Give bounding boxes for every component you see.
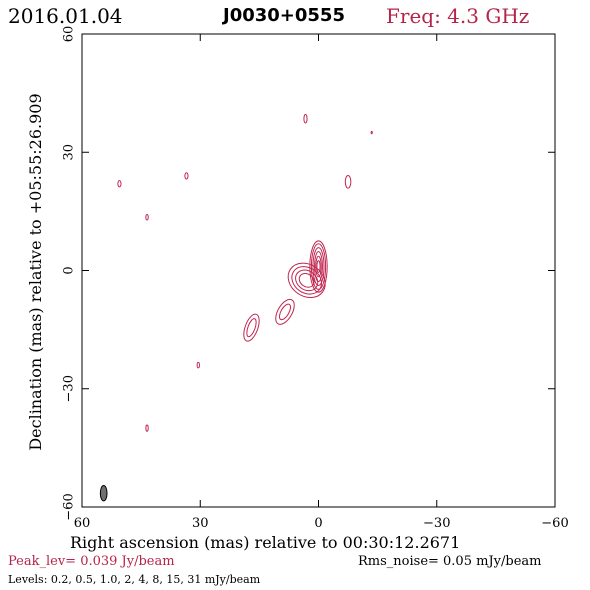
contour-noise-3 [370,130,373,135]
contour-ring [309,240,328,293]
contour-ring [287,262,326,299]
contour-noise-6 [145,214,149,221]
contour-core [309,240,328,293]
observation-date: 2016.01.04 [8,4,123,28]
contour-ring [278,303,292,321]
x-tick-label: −30 [423,516,450,531]
contour-noise-7 [196,361,200,369]
x-axis-label: Right ascension (mas) relative to 00:30:… [70,533,461,552]
x-tick-label: 0 [314,516,322,531]
contour-ring [145,424,149,432]
contour-ring [316,260,321,273]
contour-ring [370,130,373,135]
contour-ring [196,361,200,369]
contour-knot-2 [243,313,260,342]
contour-ring [246,318,257,338]
contour-ring [298,272,315,288]
y-tick-label: 60 [62,26,77,43]
x-tick-label: −60 [541,516,568,531]
peak-level: Peak_lev= 0.039 Jy/beam [8,554,175,569]
x-tick-label: 30 [192,516,209,531]
contour-ring [117,180,122,188]
frequency-label: Freq: 4.3 GHz [386,4,530,28]
y-tick-label: −30 [62,375,77,402]
contour-noise-8 [145,424,149,432]
restoring-beam [99,485,108,502]
contour-noise-4 [117,180,122,188]
contour-layer [117,113,373,432]
contour-ring [303,113,308,124]
contour-ring [344,175,352,189]
contour-ring [312,247,325,286]
contour-noise-2 [344,175,352,189]
tick-labels: 60 30 0 −30 −60 −60 −30 0 30 60 [62,26,569,531]
contour-levels: Levels: 0.2, 0.5, 1.0, 2, 4, 8, 15, 31 m… [8,573,261,586]
contour-inner-jet [287,262,326,299]
y-tick-label: 30 [62,144,77,161]
y-tick-label: −60 [62,493,77,520]
source-name: J0030+0555 [223,5,345,26]
contour-ring [291,266,322,295]
contour-ring [315,255,322,278]
contour-ring [310,243,327,290]
axis-ticks [81,33,556,508]
y-axis-label: Declination (mas) relative to +05:55:26.… [26,93,45,451]
contour-ring [243,313,260,342]
contour-knot-1 [275,298,295,325]
contour-ring [275,298,295,325]
rms-noise: Rms_noise= 0.05 mJy/beam [358,554,542,569]
contour-ring [145,214,149,221]
contour-noise-5 [184,172,189,180]
contour-ring [295,269,319,292]
contour-ring [184,172,189,180]
plot-frame [81,33,556,508]
x-tick-label: 60 [74,516,91,531]
y-tick-label: 0 [62,266,77,274]
contour-noise-1 [303,113,308,124]
beam-layer [99,485,108,502]
